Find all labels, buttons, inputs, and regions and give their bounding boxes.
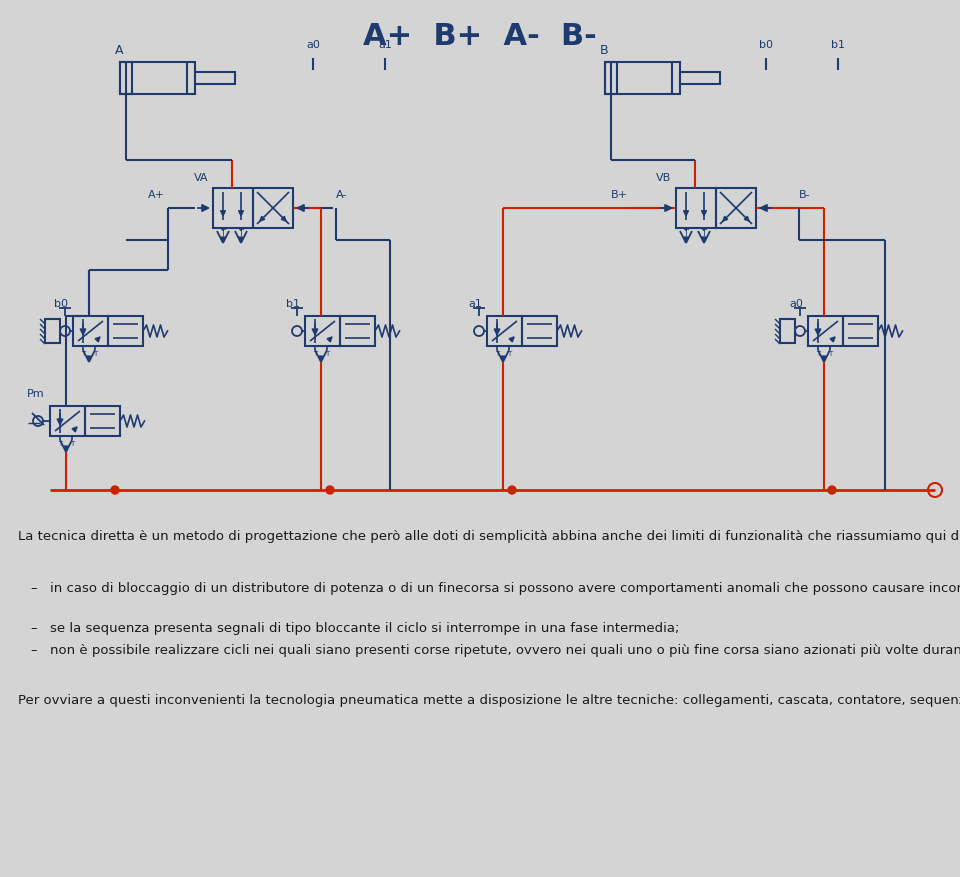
Circle shape: [326, 486, 334, 494]
Bar: [305, 316, 340, 346]
Text: –: –: [30, 644, 36, 657]
Text: Per ovviare a questi inconvenienti la tecnologia pneumatica mette a disposizione: Per ovviare a questi inconvenienti la te…: [18, 694, 960, 707]
Text: b1: b1: [286, 299, 300, 309]
Text: A-: A-: [336, 190, 348, 200]
Text: a0: a0: [789, 299, 803, 309]
Bar: [808, 316, 843, 346]
Text: T: T: [58, 441, 62, 447]
Text: –: –: [30, 582, 36, 595]
Text: T: T: [93, 351, 97, 357]
Circle shape: [111, 486, 119, 494]
Circle shape: [828, 486, 836, 494]
Bar: [120, 62, 132, 94]
Text: a1: a1: [468, 299, 482, 309]
Text: B: B: [600, 44, 609, 57]
Bar: [605, 62, 617, 94]
Text: A+: A+: [148, 190, 165, 200]
Text: –: –: [30, 622, 36, 635]
Bar: [73, 316, 108, 346]
Bar: [45, 319, 60, 343]
Text: a1: a1: [378, 40, 392, 50]
Text: A: A: [115, 44, 124, 57]
Bar: [195, 72, 235, 84]
Text: non è possibile realizzare cicli nei quali siano presenti corse ripetute, ovvero: non è possibile realizzare cicli nei qua…: [50, 644, 960, 657]
Text: VB: VB: [656, 173, 671, 183]
Text: T: T: [828, 351, 832, 357]
Text: T: T: [816, 351, 820, 357]
Text: b1: b1: [831, 40, 845, 50]
Text: T: T: [81, 351, 85, 357]
Text: T: T: [70, 441, 74, 447]
Text: VA: VA: [194, 173, 208, 183]
Bar: [213, 188, 253, 228]
Bar: [50, 406, 85, 436]
Text: se la sequenza presenta segnali di tipo bloccante il ciclo si interrompe in una : se la sequenza presenta segnali di tipo …: [50, 622, 680, 635]
Bar: [487, 316, 522, 346]
Text: T: T: [313, 351, 317, 357]
Bar: [680, 72, 720, 84]
Text: a0: a0: [306, 40, 320, 50]
Bar: [843, 316, 878, 346]
Bar: [253, 188, 293, 228]
Text: T: T: [238, 229, 244, 238]
Text: B-: B-: [799, 190, 810, 200]
Text: T: T: [684, 229, 688, 238]
Text: A+  B+  A-  B-: A+ B+ A- B-: [363, 22, 597, 51]
Bar: [605, 62, 680, 94]
Bar: [108, 316, 143, 346]
Bar: [85, 406, 120, 436]
Circle shape: [508, 486, 516, 494]
Bar: [522, 316, 557, 346]
Bar: [340, 316, 375, 346]
Bar: [120, 62, 195, 94]
Text: b0: b0: [759, 40, 773, 50]
Text: b0: b0: [54, 299, 68, 309]
Text: B+: B+: [611, 190, 628, 200]
Bar: [716, 188, 756, 228]
Text: La tecnica diretta è un metodo di progettazione che però alle doti di semplicità: La tecnica diretta è un metodo di proget…: [18, 530, 960, 543]
Text: in caso di bloccaggio di un distributore di potenza o di un finecorsa si possono: in caso di bloccaggio di un distributore…: [50, 582, 960, 595]
Text: T: T: [507, 351, 511, 357]
Bar: [676, 188, 716, 228]
Text: Pm: Pm: [28, 389, 45, 399]
Bar: [780, 319, 795, 343]
Text: T: T: [324, 351, 329, 357]
Text: T: T: [494, 351, 499, 357]
Text: T: T: [221, 229, 226, 238]
Text: T: T: [702, 229, 707, 238]
